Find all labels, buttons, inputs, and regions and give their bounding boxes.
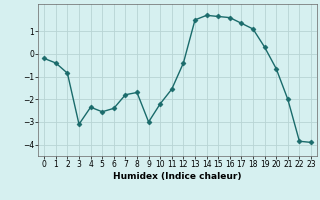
- X-axis label: Humidex (Indice chaleur): Humidex (Indice chaleur): [113, 172, 242, 181]
